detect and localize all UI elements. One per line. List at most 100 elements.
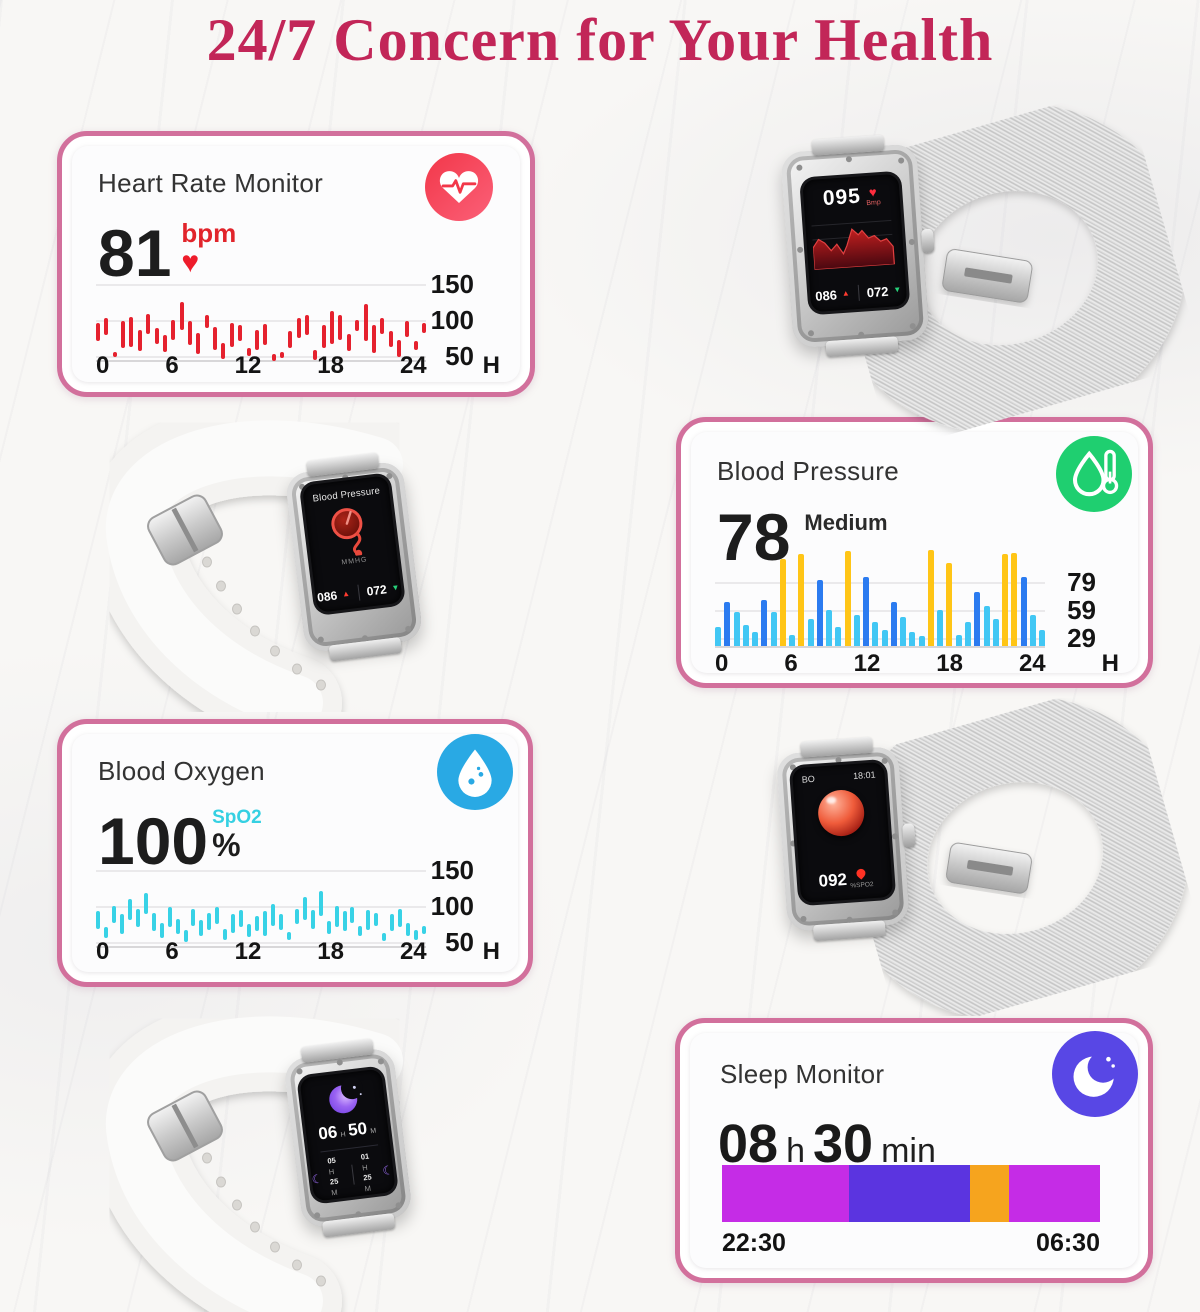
silicone-strap	[86, 410, 422, 712]
arrow-down-icon: ▼	[893, 284, 902, 295]
blood-pressure-chart	[715, 550, 1045, 648]
blood-pressure-level: Medium	[804, 510, 888, 535]
sleep-start-time: 22:30	[722, 1229, 786, 1257]
blood-drop-sphere	[816, 788, 866, 838]
blood-oxygen-icon	[437, 734, 513, 810]
watch-case: BO 18:01 092 %SPO2	[775, 736, 916, 942]
light-sleep-stat: 01 H 25 M	[360, 1151, 373, 1193]
blood-pressure-icon	[1056, 436, 1132, 512]
watch-case: 06 H 50 M ☾ 05 H 25 M 01 H 25 M ☾	[283, 1038, 413, 1238]
bo-ytick-150: 150	[430, 855, 474, 885]
watch-screen-heart-rate: 095 ♥ Bmp 086 ▲ 072 ▼	[802, 173, 908, 313]
blood-oxygen-percent: %	[212, 827, 241, 863]
heart-icon: ♥	[868, 183, 878, 200]
heart-rate-unit: bpm	[181, 218, 237, 248]
watch-screen-blood-pressure: Blood Pressure MMHG 086 ▲ 072 ▼	[301, 475, 403, 613]
bo-ytick-100: 100	[430, 891, 474, 921]
watch-sleep-duration: 06 H 50 M	[317, 1118, 377, 1144]
strap-buckle	[147, 494, 223, 566]
watch-bp-title: Blood Pressure	[312, 485, 381, 505]
watch-bo-time: 18:01	[852, 769, 876, 782]
watch-crown	[902, 823, 916, 849]
watch-hr-dia: 072	[866, 283, 889, 300]
watch-sleep: 06 H 50 M ☾ 05 H 25 M 01 H 25 M ☾	[55, 1006, 635, 1312]
blood-pressure-value: 78	[717, 500, 791, 574]
watch-bp-gauge-icon	[331, 508, 363, 558]
hr-ytick-150: 150	[430, 269, 474, 299]
blood-oxygen-bars	[96, 864, 426, 948]
hr-ytick-50: 50	[445, 341, 474, 371]
watch-hr-area-chart	[811, 219, 896, 270]
heart-rate-value: 81	[98, 216, 172, 290]
heart-rate-card-inner: Heart Rate Monitor 81 bpm ♥ 150 100 50 0…	[72, 146, 520, 382]
watch-screen-sleep: 06 H 50 M ☾ 05 H 25 M 01 H 25 M ☾	[299, 1068, 396, 1202]
sleep-monitor-card-inner: Sleep Monitor 08 h 30 min 22:30 06:30	[690, 1031, 1138, 1268]
bp-ytick-29: 29	[1067, 623, 1096, 653]
watch-screen-blood-oxygen: BO 18:01 092 %SPO2	[791, 761, 894, 904]
bp-ytick-59: 59	[1067, 595, 1096, 625]
sleep-moon-icon	[1052, 1031, 1138, 1117]
sleep-monitor-card: Sleep Monitor 08 h 30 min 22:30 06:30	[675, 1018, 1153, 1283]
watch-bp-sys: 086	[316, 588, 338, 605]
deep-sleep-stat: 05 H 25 M	[326, 1155, 339, 1197]
watch-case: Blood Pressure MMHG 086 ▲ 072 ▼	[284, 452, 424, 662]
blood-oxygen-value: 100	[98, 804, 209, 878]
page-title: 24/7 Concern for Your Health	[206, 7, 994, 73]
blood-drop-icon	[854, 866, 868, 880]
sleep-hours: 08	[718, 1114, 779, 1174]
blood-oxygen-value-block: 100 SpO2 %	[98, 808, 262, 874]
bo-ytick-50: 50	[445, 927, 474, 957]
blood-oxygen-chart	[96, 864, 426, 948]
heart-rate-card: Heart Rate Monitor 81 bpm ♥ 150 100 50 0…	[57, 131, 535, 397]
blood-oxygen-unit: SpO2	[212, 807, 262, 828]
sleep-hours-unit: h	[786, 1132, 805, 1170]
sleep-duration-block: 08 h 30 min	[718, 1117, 944, 1171]
watch-bo-label: BO	[801, 773, 816, 785]
blood-oxygen-card-title: Blood Oxygen	[98, 756, 265, 786]
moon-icon: ☾	[310, 1171, 324, 1187]
band-clasp	[942, 249, 1033, 303]
heart-rate-value-block: 81 bpm ♥	[98, 220, 236, 286]
watch-hr-value: 095	[822, 184, 862, 211]
blood-pressure-card-title: Blood Pressure	[717, 456, 899, 486]
arrow-up-icon: ▲	[341, 588, 351, 599]
sleep-stages-bar	[722, 1165, 1100, 1222]
watch-blood-oxygen: BO 18:01 092 %SPO2	[770, 698, 1194, 1016]
sleep-minutes: 30	[813, 1114, 874, 1174]
star-dot	[359, 1093, 362, 1096]
watch-hr-unit: Bmp	[866, 198, 881, 207]
watch-heart-rate: 095 ♥ Bmp 086 ▲ 072 ▼	[778, 103, 1192, 437]
blood-pressure-value-block: 78 Medium	[717, 504, 888, 570]
arrow-up-icon: ▲	[841, 288, 851, 299]
hr-ytick-100: 100	[430, 305, 474, 335]
moon-icon: ☾	[381, 1162, 395, 1178]
sleep-minutes-unit: min	[881, 1132, 936, 1170]
silicone-strap	[86, 1006, 422, 1312]
watch-hr-sys: 086	[814, 286, 838, 304]
watch-blood-pressure: Blood Pressure MMHG 086 ▲ 072 ▼	[55, 410, 635, 712]
watch-crown	[921, 228, 935, 254]
strap-buckle	[147, 1090, 223, 1162]
heart-rate-chart	[96, 278, 426, 362]
watch-bo-unit: %SPO2	[850, 880, 874, 890]
watch-bo-value: 092	[817, 869, 848, 891]
blood-pressure-bars	[715, 550, 1045, 648]
band-clasp	[946, 842, 1032, 894]
arrow-down-icon: ▼	[391, 582, 401, 593]
bp-ytick-79: 79	[1067, 567, 1096, 597]
heart-icon: ♥	[181, 246, 200, 279]
watch-bp-dia: 072	[365, 582, 388, 599]
heart-rate-card-title: Heart Rate Monitor	[98, 168, 324, 198]
watch-case: 095 ♥ Bmp 086 ▲ 072 ▼	[780, 134, 935, 358]
heart-rate-bars	[96, 278, 426, 362]
heart-rate-icon	[425, 153, 493, 221]
sleep-end-time: 06:30	[1036, 1229, 1100, 1257]
